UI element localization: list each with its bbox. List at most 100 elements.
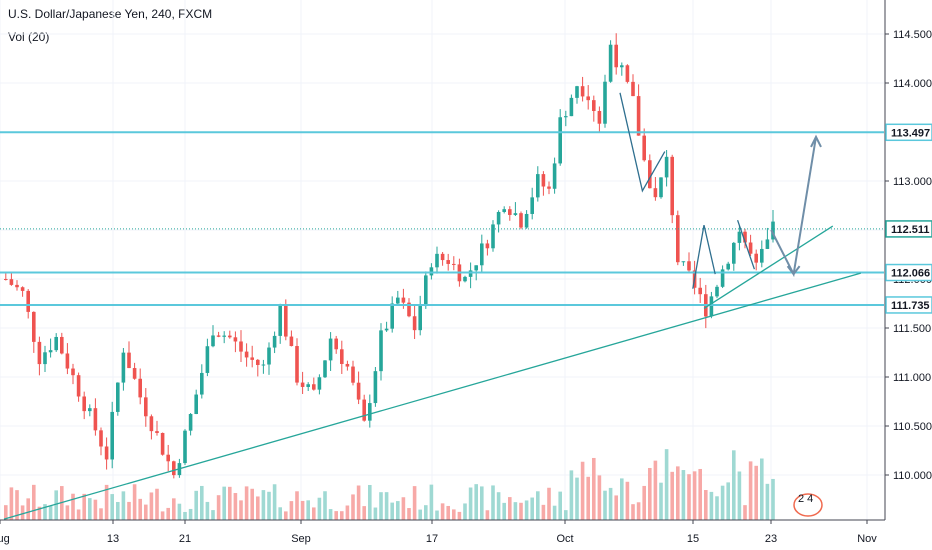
volume-bar [261,490,266,520]
volume-bar [748,461,753,520]
volume-bar [698,468,702,520]
volume-bar [513,502,518,520]
candle-body [558,117,562,164]
candle-body [37,341,42,365]
horizontal-levels [0,131,884,306]
candle-body [261,364,266,366]
candle-body [155,431,159,433]
candle-body [463,276,467,282]
candle-body [429,267,434,276]
volume-bar [418,509,422,520]
volume-bar [569,470,574,520]
candle-body [76,375,81,397]
candle-body [351,366,355,383]
candle-body [99,430,103,447]
volume-bar [664,449,669,520]
volume-bar [659,482,663,520]
price-label: 112.066 [891,268,930,280]
time-tick-label: Aug [0,533,10,545]
volume-bar [468,487,473,520]
volume-bar [536,491,540,520]
volume-bar [771,478,775,520]
candle-body [614,44,618,68]
volume-bar [76,509,81,520]
candle-body [9,279,14,285]
volume-bar [127,501,131,520]
candle-body [474,265,478,271]
volume-bar [681,470,686,520]
volume-bar [575,477,579,520]
price-tick-label: 110.000 [893,470,932,482]
time-tick-label: 21 [179,533,191,545]
volume-bar [373,507,378,520]
volume-bar [368,484,372,520]
candle-body [401,297,406,303]
projection-arrow [770,136,817,278]
volume-bar [648,467,652,520]
candle-body [172,461,176,476]
volume-bar [524,500,529,520]
volume-bar [177,503,182,520]
trendlines [3,92,861,520]
price-tick-label: 111.000 [893,372,931,384]
volume-bar [183,511,187,520]
volume-bar [396,501,400,520]
time-axis[interactable]: Aug 13 21 Sep 17 Oct 15 23 Nov [0,519,885,545]
time-tick-label: 13 [107,533,119,545]
candle-body [300,382,305,387]
candle-body [653,188,658,198]
candle-body [687,261,691,271]
volume-bar [328,509,333,520]
volume-bar [93,499,98,520]
price-label: 113.497 [891,127,930,139]
candle-body [396,297,400,304]
candle-body [407,302,411,317]
price-label: 112.511 [891,224,930,236]
candle-body [183,430,187,464]
candle-body [121,352,126,383]
candle-body [664,156,669,178]
volume-bar [625,481,630,520]
candle-body [54,336,58,351]
candle-body [116,382,120,412]
volume-bar [334,511,338,520]
candle-body [586,96,590,101]
volume-bar [99,508,103,520]
candle-body [536,174,540,198]
volume-bar [116,501,120,520]
volume-bar [636,502,641,520]
volume-bar [272,484,277,520]
price-label-box [885,123,932,142]
volume-bar [463,503,467,520]
candle-body [575,86,579,98]
candle-body [144,397,148,417]
candle-body [194,394,198,415]
volume-bar [519,502,523,520]
volume-bar [676,466,680,520]
volume-bar [580,461,585,520]
volume-bar [603,490,607,520]
volume-bar [138,498,142,520]
candle-body [32,311,36,342]
time-tick-label: Sep [291,533,311,545]
volume-bar [541,504,546,520]
candle-body [284,305,288,337]
candle-body [659,177,663,198]
candle-body [524,213,529,228]
volume-bar [502,502,506,520]
volume-bar [323,491,327,520]
price-axis[interactable]: 114.500114.000113.500113.000112.500112.0… [884,0,932,550]
volume-bar [620,478,624,520]
price-tick-label: 113.000 [893,176,932,188]
volume-bar [715,496,719,520]
volume-bar [278,507,282,520]
volume-bar [71,493,75,520]
volume-bar [15,490,19,520]
candle-body [334,338,338,350]
candle-body [239,341,243,352]
candle-body [552,163,557,189]
candle-body [480,243,484,266]
candle-body [233,337,238,342]
candle-body [60,336,64,354]
